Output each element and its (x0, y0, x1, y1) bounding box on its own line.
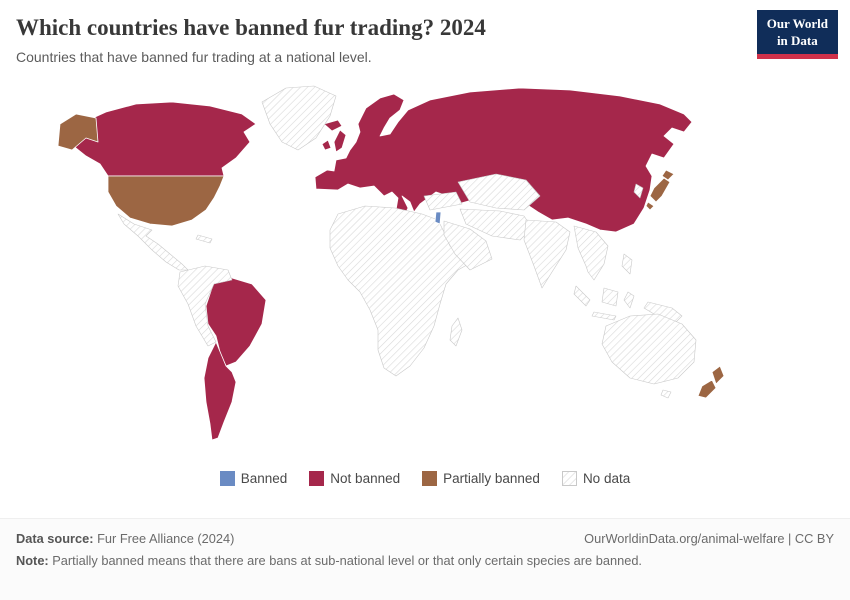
owid-credit-link[interactable]: OurWorldinData.org/animal-welfare | CC B… (584, 531, 834, 546)
country-australia[interactable] (601, 313, 697, 385)
country-israel[interactable] (434, 211, 442, 225)
country-borneo[interactable] (601, 287, 619, 307)
country-sulawesi[interactable] (623, 291, 635, 309)
legend-swatch-banned-icon (219, 470, 235, 486)
world-map (0, 69, 850, 451)
country-japan-honshu[interactable] (649, 177, 671, 203)
map-legend: Banned Not banned Partially banned No da… (0, 451, 850, 500)
note-label: Note: (16, 553, 49, 568)
country-india[interactable] (523, 219, 571, 289)
legend-label-banned: Banned (240, 470, 288, 486)
world-map-svg (57, 85, 725, 441)
country-united-states[interactable] (107, 175, 225, 227)
owid-logo-line2: in Data (776, 32, 818, 48)
country-philippines[interactable] (621, 253, 633, 275)
legend-item-not-banned[interactable]: Not banned (309, 470, 401, 486)
country-new-zealand-south[interactable] (697, 379, 717, 399)
owid-logo-line1: Our World (766, 16, 828, 31)
data-source-label: Data source: (16, 531, 94, 546)
country-java[interactable] (591, 311, 617, 321)
owid-logo[interactable]: Our World in Data (756, 10, 838, 59)
country-south-america-northwest[interactable] (177, 265, 233, 347)
data-source-value: Fur Free Alliance (2024) (93, 531, 235, 546)
country-alaska[interactable] (57, 113, 99, 151)
country-sumatra[interactable] (573, 285, 591, 307)
country-turkey[interactable] (423, 191, 463, 211)
legend-label-not-banned: Not banned (330, 470, 401, 486)
legend-item-partially-banned[interactable]: Partially banned (422, 470, 540, 486)
country-united-kingdom[interactable] (333, 129, 347, 153)
country-cuba[interactable] (195, 234, 213, 244)
country-eurasia-red-mass[interactable] (314, 87, 693, 233)
chart-footer: Data source: Fur Free Alliance (2024) Ou… (0, 518, 850, 600)
country-mexico-central-america[interactable] (117, 213, 189, 271)
chart-subtitle: Countries that have banned fur trading a… (16, 48, 372, 65)
legend-label-no-data: No data (582, 470, 631, 486)
country-iceland[interactable] (323, 119, 343, 132)
country-argentina-chile[interactable] (203, 341, 237, 441)
chart-note: Note: Partially banned means that there … (16, 553, 834, 568)
country-ireland[interactable] (321, 139, 332, 151)
country-tasmania[interactable] (660, 389, 672, 399)
country-southeast-asia[interactable] (573, 225, 609, 281)
country-greenland[interactable] (261, 85, 337, 151)
note-text: Partially banned means that there are ba… (48, 553, 642, 568)
country-japan-hokkaido[interactable] (661, 169, 675, 181)
legend-item-banned[interactable]: Banned (219, 470, 288, 486)
legend-label-partially-banned: Partially banned (443, 470, 540, 486)
country-canada[interactable] (67, 101, 257, 177)
legend-swatch-no-data-icon (561, 470, 577, 486)
data-source: Data source: Fur Free Alliance (2024) (16, 531, 234, 546)
country-central-asia[interactable] (457, 173, 541, 211)
legend-item-no-data[interactable]: No data (561, 470, 631, 486)
legend-swatch-partially-banned-icon (422, 470, 438, 486)
country-japan-kyushu[interactable] (645, 201, 655, 211)
country-madagascar[interactable] (449, 317, 463, 347)
country-korea[interactable] (633, 183, 644, 199)
page-title: Which countries have banned fur trading?… (16, 15, 486, 40)
legend-swatch-not-banned-icon (309, 470, 325, 486)
country-brazil[interactable] (205, 277, 267, 367)
country-new-zealand-north[interactable] (711, 365, 725, 385)
chart-header: Which countries have banned fur trading?… (0, 0, 850, 65)
country-arabian-peninsula[interactable] (443, 220, 493, 271)
